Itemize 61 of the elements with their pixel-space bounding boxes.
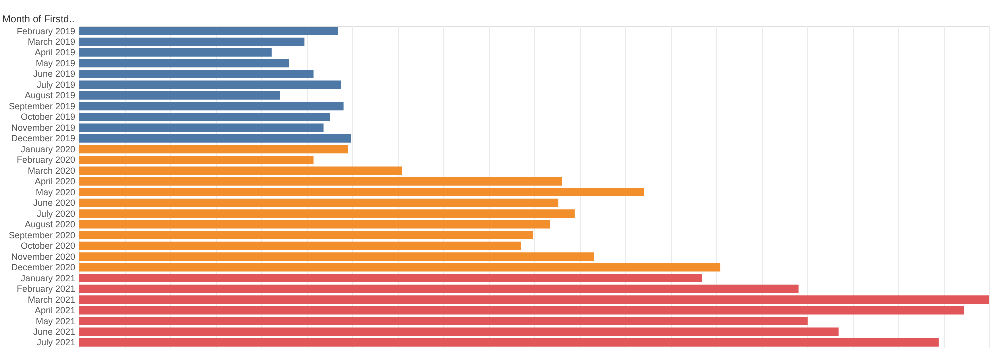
y-tick-label: January 2020: [20, 144, 76, 154]
y-tick-label: February 2020: [16, 155, 76, 166]
bar: [79, 188, 644, 197]
y-tick-label: November 2019: [11, 122, 76, 133]
y-tick-label: June 2020: [33, 198, 76, 208]
y-tick-label: January 2021: [20, 273, 76, 284]
bar: [79, 198, 559, 208]
bar: [79, 38, 305, 46]
y-tick-label: July 2020: [36, 208, 76, 219]
bar: [79, 328, 839, 336]
y-tick-label: May 2019: [36, 58, 76, 68]
y-tick-label: August 2019: [24, 90, 76, 101]
bar: [79, 156, 314, 164]
y-tick-label: December 2019: [11, 134, 76, 144]
bar: [79, 231, 534, 240]
y-tick-label: July 2019: [36, 80, 76, 90]
y-axis-title: Month of Firstd..: [2, 14, 75, 26]
bar: [79, 296, 989, 304]
y-tick-label: April 2019: [34, 48, 76, 58]
bar: [79, 220, 550, 229]
y-tick-label: October 2019: [20, 112, 76, 122]
bar: [79, 177, 562, 186]
y-tick-label: November 2020: [11, 252, 76, 262]
y-tick-label: February 2021: [16, 284, 76, 294]
bar: [79, 80, 342, 90]
bar: [79, 92, 280, 100]
bar: [79, 263, 721, 272]
bar: [79, 70, 314, 78]
bar: [79, 145, 348, 154]
y-tick-label: May 2020: [36, 187, 76, 198]
y-tick-label: March 2020: [28, 166, 76, 176]
bar: [79, 274, 702, 282]
y-tick-label: April 2020: [34, 176, 76, 187]
y-tick-label: September 2020: [8, 230, 76, 240]
bar: [79, 317, 808, 326]
y-tick-label: June 2019: [33, 69, 76, 80]
y-tick-label: March 2019: [28, 37, 76, 48]
bar: [79, 113, 330, 122]
y-tick-label: December 2020: [11, 262, 76, 273]
bar: [79, 59, 290, 68]
bar: [79, 306, 964, 315]
bar: [79, 284, 799, 294]
y-tick-label: July 2021: [36, 338, 76, 348]
bar: [79, 124, 324, 132]
y-tick-label: September 2019: [8, 101, 76, 112]
y-tick-label: May 2021: [36, 316, 76, 326]
y-tick-label: October 2020: [20, 241, 76, 252]
y-tick-label: March 2021: [28, 294, 76, 305]
bar: [79, 242, 522, 250]
bar: [79, 210, 575, 218]
y-tick-label: June 2021: [33, 326, 76, 337]
bar: [79, 134, 352, 143]
bar: [79, 166, 402, 176]
bar: [79, 252, 594, 261]
y-tick-label: April 2021: [34, 306, 76, 316]
bar: [79, 27, 338, 36]
bar: [79, 102, 344, 111]
bar: [79, 48, 272, 57]
y-tick-label: February 2019: [16, 26, 76, 36]
bar: [79, 338, 939, 347]
y-tick-label: August 2020: [24, 220, 76, 230]
